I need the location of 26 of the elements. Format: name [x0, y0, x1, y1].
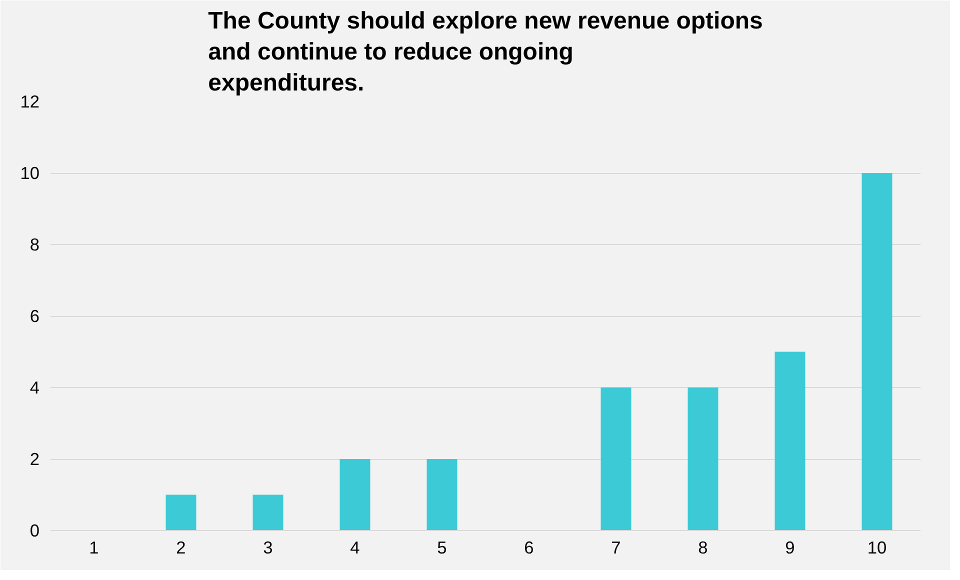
x-tick-label: 9 [785, 538, 795, 558]
x-tick-label: 8 [698, 538, 708, 558]
y-tick-label: 4 [30, 378, 40, 398]
y-tick-label: 10 [20, 163, 40, 183]
x-tick-label: 3 [263, 538, 273, 558]
x-tick-label: 2 [176, 538, 186, 558]
x-tick-label: 6 [524, 538, 534, 558]
x-tick-label: 7 [611, 538, 621, 558]
bar [688, 388, 718, 530]
y-tick-label: 2 [30, 449, 40, 469]
x-tick-label: 4 [350, 538, 360, 558]
y-tick-label: 12 [20, 92, 40, 112]
bar [252, 494, 284, 530]
y-tick-label: 0 [30, 520, 40, 540]
chart-title: The County should explore new revenue options and continue to reduce ongoing expenditures. [208, 7, 763, 96]
bar [340, 459, 370, 530]
bar [774, 352, 806, 530]
bar [426, 459, 458, 530]
x-tick-label: 5 [437, 538, 447, 558]
y-tick-label: 8 [30, 234, 40, 254]
bar [166, 494, 196, 530]
y-tick-label: 6 [30, 306, 40, 326]
bar [600, 388, 632, 530]
x-tick-label: 10 [867, 538, 887, 558]
x-tick-label: 1 [89, 538, 99, 558]
bar [862, 173, 892, 530]
